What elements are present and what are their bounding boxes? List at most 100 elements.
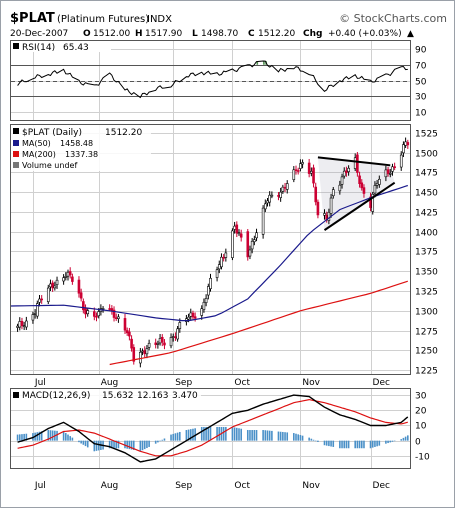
price-legend-bg	[11, 125, 151, 171]
macd-histogram-bar	[130, 440, 133, 450]
price-bar	[264, 199, 267, 213]
price-bar	[406, 139, 410, 149]
macd-histogram-bar	[170, 434, 172, 441]
lower-trendline	[323, 181, 396, 231]
price-bar	[117, 314, 120, 323]
macd-histogram-bar	[238, 428, 240, 441]
price-bar	[77, 276, 81, 298]
ma50-legend-value: 1458.48	[60, 139, 93, 148]
macd-histogram-bar	[293, 433, 295, 441]
macd-line	[17, 394, 409, 463]
macd-histogram-bar	[255, 430, 258, 441]
macd-histogram-bar	[111, 440, 113, 449]
macd-histogram-bar	[339, 440, 341, 449]
price-bar	[204, 294, 208, 307]
price-bar	[237, 229, 241, 236]
macd-histogram-bar	[284, 432, 286, 441]
macd-histogram-bar	[82, 440, 85, 445]
price-ytick-label: 1525	[415, 130, 438, 140]
price-bar	[312, 164, 315, 188]
macd-histogram-bar	[233, 427, 236, 441]
price-bar	[46, 284, 50, 305]
macd-histogram-bar	[264, 430, 267, 441]
low-label: L	[192, 29, 198, 39]
macd-layer: 30 20 10 0 -10	[11, 389, 430, 468]
price-bar	[388, 169, 392, 178]
price-bar	[362, 184, 366, 198]
macd-histogram-bar	[126, 440, 128, 449]
macd-value: 15.632	[102, 391, 134, 401]
macd-histogram-bar	[400, 439, 403, 441]
macd-histogram-bar	[404, 436, 407, 441]
macd-histogram-bar	[407, 435, 409, 441]
macd-histogram-bar	[203, 426, 205, 441]
macd-histogram-bar	[347, 440, 350, 449]
macd-histogram-bar	[69, 436, 71, 441]
price-bar	[329, 193, 333, 218]
price-bar	[191, 310, 195, 321]
price-bar	[331, 187, 335, 199]
price-bar	[200, 305, 204, 320]
price-bar	[169, 333, 173, 349]
volume-legend-swatch	[13, 162, 19, 168]
macd-histogram-bar	[84, 440, 87, 447]
macd-histogram-bar	[330, 440, 332, 447]
close-value: 1512.20	[258, 29, 295, 39]
price-bar	[38, 294, 41, 307]
price-bar	[64, 272, 68, 281]
price-bar	[147, 339, 151, 351]
macd-histogram-bar	[97, 440, 100, 451]
open-label: O	[83, 29, 91, 39]
macd-histogram-bar	[246, 430, 249, 441]
macd-histogram-bar	[25, 433, 28, 441]
macd-histogram-bar	[117, 440, 120, 449]
macd-histogram-bar	[218, 426, 221, 441]
price-ytick-label: 1225	[415, 367, 438, 377]
macd-histogram-bar	[262, 430, 264, 441]
change-up-arrow: ▲	[407, 29, 414, 39]
macd-histogram-bar	[40, 431, 43, 441]
price-legend-swatch	[13, 128, 19, 134]
macd-histogram-bar	[187, 429, 190, 441]
x-tick-label: Jul	[34, 378, 46, 388]
high-value: 1517.90	[145, 29, 182, 39]
macd-histogram-bar	[312, 439, 315, 441]
price-bar	[360, 179, 364, 191]
price-bar	[285, 180, 289, 194]
price-bar	[202, 298, 206, 313]
macd-histogram-bar	[49, 430, 52, 441]
macd-histogram-bar	[132, 440, 135, 450]
price-bar	[220, 253, 223, 270]
macd-histogram-bar	[124, 440, 126, 449]
macd-histogram-bar	[209, 426, 212, 441]
macd-histogram-bar	[286, 432, 289, 441]
price-ytick-label: 1475	[415, 169, 438, 179]
macd-histogram-bar	[271, 430, 273, 441]
macd-histogram-bar	[185, 430, 188, 441]
price-bar	[207, 283, 210, 300]
rsi-ytick-label: 10	[415, 109, 427, 119]
ma50-line	[10, 184, 408, 322]
price-bar	[292, 166, 296, 183]
rsi-ytick-label: 70	[415, 62, 427, 72]
macd-histogram-bar	[95, 440, 98, 451]
x-axis-labels: Jul Jul Aug Aug Sep Sep Oct Oct Nov Nov Dec Dec	[34, 378, 390, 491]
price-ytick-label: 1425	[415, 209, 438, 219]
x-tick-label: Oct	[234, 378, 250, 388]
macd-histogram-bar	[332, 440, 335, 447]
rsi-line	[17, 60, 408, 99]
rsi-legend-swatch	[13, 43, 19, 49]
macd-histogram-bar	[249, 430, 251, 441]
macd-histogram-bar	[376, 440, 378, 447]
high-label: H	[135, 29, 143, 39]
macd-ytick-label: 20	[415, 407, 427, 417]
macd-histogram-bar	[317, 440, 319, 442]
rsi-ytick-label: 30	[415, 93, 427, 103]
ma200-line	[109, 280, 408, 366]
macd-histogram-bar	[189, 429, 192, 441]
macd-histogram-bar	[363, 440, 365, 449]
macd-histogram-bar	[310, 438, 313, 441]
price-bar	[156, 340, 160, 349]
macd-histogram-bar	[56, 430, 58, 441]
